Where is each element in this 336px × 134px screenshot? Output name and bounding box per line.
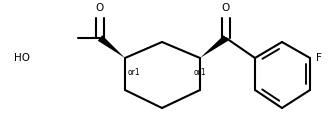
Text: or1: or1 (128, 68, 141, 77)
Text: O: O (222, 3, 230, 13)
Text: or1: or1 (194, 68, 207, 77)
Polygon shape (200, 35, 228, 58)
Text: HO: HO (14, 53, 30, 63)
Text: O: O (96, 3, 104, 13)
Text: F: F (316, 53, 322, 63)
Polygon shape (98, 35, 125, 58)
